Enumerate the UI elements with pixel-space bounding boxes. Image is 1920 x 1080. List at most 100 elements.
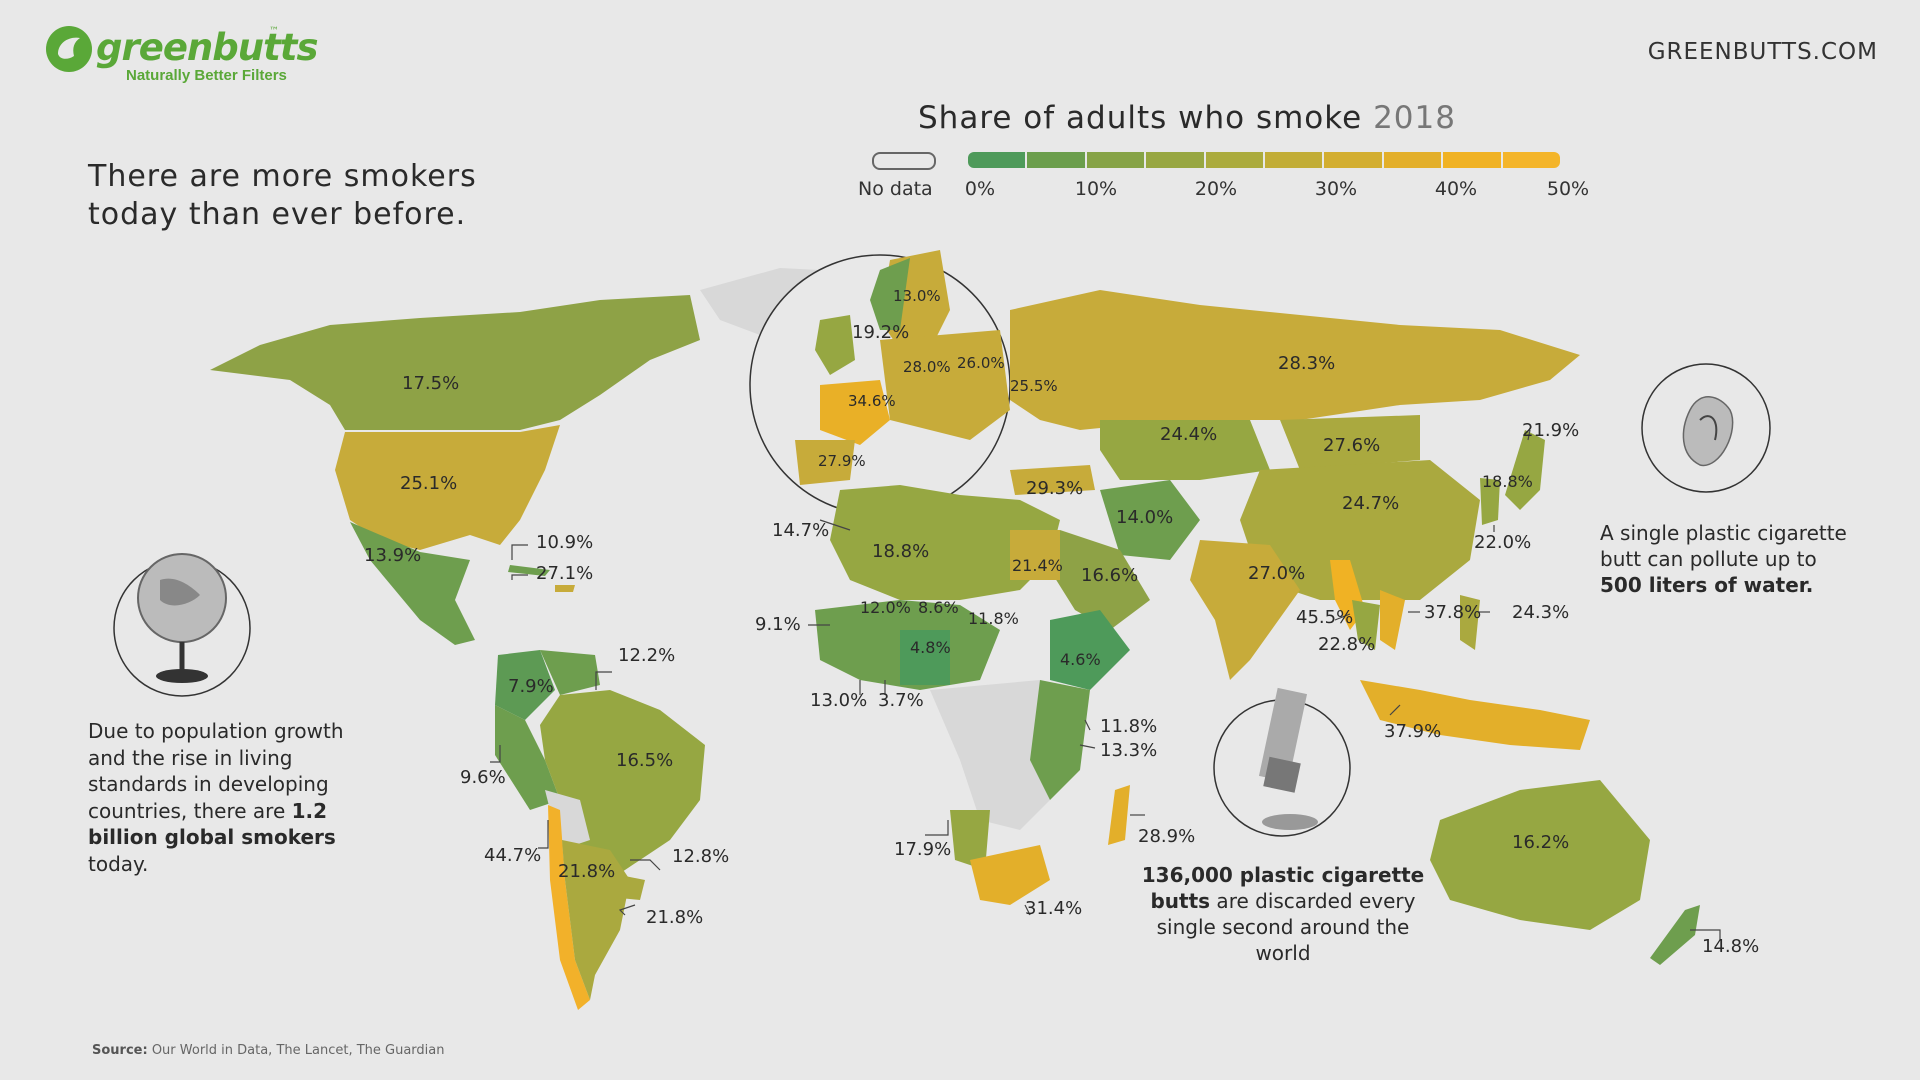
legend-color-step <box>968 152 1028 168</box>
legend-tick: 20% <box>1194 178 1238 200</box>
country-label-mongolia: 27.6% <box>1323 435 1381 456</box>
country-label-poland: 26.0% <box>957 354 1005 372</box>
thailand-shape <box>1352 600 1380 650</box>
water-caption: A single plastic cigarette butt can poll… <box>1600 520 1860 598</box>
country-label-namibia: 17.9% <box>894 839 952 860</box>
globe-caption-bold: 1.2 billion global smokers <box>88 798 336 850</box>
legend-title-text: Share of adults who smoke <box>918 100 1363 136</box>
east-africa-shape <box>1030 680 1090 800</box>
country-label-kenya: 11.8% <box>1100 716 1158 737</box>
country-label-senegal: 9.1% <box>755 614 801 635</box>
country-label-argentina: 21.8% <box>558 861 616 882</box>
country-label-north-korea: 18.8% <box>1482 472 1533 491</box>
new-zealand-shape <box>1650 905 1700 965</box>
turkey-shape <box>1010 465 1095 495</box>
legend-year: 2018 <box>1373 100 1456 136</box>
brand-tagline: Naturally Better Filters <box>126 67 287 84</box>
water-illustration-frame <box>1641 363 1771 493</box>
country-label-mali: 12.0% <box>860 598 911 617</box>
north-africa-shape <box>830 485 1060 600</box>
legend-color-step <box>1086 152 1147 168</box>
legend-color-step <box>1502 152 1560 168</box>
globe-caption: Due to population growth and the rise in… <box>88 718 378 877</box>
cigarette-butt-icon <box>1258 687 1318 830</box>
usa-shape <box>335 425 560 550</box>
country-label-vietnam: 37.8% <box>1424 602 1482 623</box>
mongolia-shape <box>1280 415 1420 470</box>
peru-shape <box>495 705 560 810</box>
colombia-shape <box>495 650 555 720</box>
country-label-dominican-republic: 27.1% <box>536 563 594 584</box>
legend-no-data-label: No data <box>858 178 933 200</box>
legend-tick: 10% <box>1074 178 1118 200</box>
country-label-south-africa: 31.4% <box>1025 898 1083 919</box>
indonesia-shape <box>1360 680 1590 750</box>
country-label-mexico: 13.9% <box>364 545 422 566</box>
philippines-shape <box>1460 595 1480 650</box>
legend-color-step <box>1146 152 1206 168</box>
legend-tick: 0% <box>964 178 996 200</box>
globe-caption-text: Due to population growth and the rise in… <box>88 719 344 823</box>
australia-shape <box>1430 780 1650 930</box>
chile-shape <box>548 805 590 1010</box>
country-label-ukraine: 25.5% <box>1010 377 1058 395</box>
water-caption-bold: 500 liters of water. <box>1600 573 1814 597</box>
namibia-shape <box>950 810 990 870</box>
legend-color-step <box>1443 152 1503 168</box>
spain-shape <box>795 440 855 485</box>
central-europe-shape <box>880 330 1010 440</box>
cuba-shape <box>508 565 550 576</box>
country-label-philippines: 24.3% <box>1512 602 1570 623</box>
country-label-russia: 28.3% <box>1278 353 1336 374</box>
water-caption-text: A single plastic cigarette butt can poll… <box>1600 521 1847 571</box>
country-label-kazakhstan: 24.4% <box>1160 424 1218 445</box>
country-label-peru: 9.6% <box>460 767 506 788</box>
country-label-brazil: 16.5% <box>616 750 674 771</box>
country-label-morocco: 14.7% <box>772 520 830 541</box>
country-label-china: 24.7% <box>1342 493 1400 514</box>
country-label-chile: 44.7% <box>484 845 542 866</box>
norway-shape <box>870 258 910 330</box>
korea-shape <box>1480 478 1500 525</box>
country-label-uruguay: 21.8% <box>646 907 704 928</box>
butts-caption-text: are discarded every single second around… <box>1156 889 1416 965</box>
legend-color-bar <box>968 152 1560 168</box>
country-label-indonesia: 37.9% <box>1384 721 1442 742</box>
legend-tick: 40% <box>1434 178 1478 200</box>
legend-color-step <box>1205 152 1266 168</box>
country-label-germany: 28.0% <box>903 358 951 376</box>
country-label-south-korea: 22.0% <box>1474 532 1532 553</box>
uk-shape <box>815 315 855 375</box>
india-shape <box>1190 540 1300 680</box>
legend-color-step <box>1265 152 1325 168</box>
country-label-spain: 27.9% <box>818 452 866 470</box>
country-label-colombia: 7.9% <box>508 676 554 697</box>
country-label-turkey: 29.3% <box>1026 478 1084 499</box>
country-label-madagascar: 28.9% <box>1138 826 1196 847</box>
country-label-new-zealand: 14.8% <box>1702 936 1760 957</box>
country-label-australia: 16.2% <box>1512 832 1570 853</box>
country-label-ivory-coast: 13.0% <box>810 690 868 711</box>
country-label-saudi-arabia: 16.6% <box>1081 565 1139 586</box>
uruguay-shape <box>620 875 645 900</box>
france-shape <box>820 380 890 445</box>
vietnam-shape <box>1380 590 1405 650</box>
legend-color-step <box>1383 152 1444 168</box>
site-url[interactable]: GREENBUTTS.COM <box>1647 39 1878 65</box>
legend-title: Share of adults who smoke 2018 <box>918 100 1456 136</box>
butts-caption: 136,000 plastic cigarette butts are disc… <box>1138 862 1428 966</box>
greenbutts-logo-icon <box>46 26 92 72</box>
brand-trademark: ™ <box>269 26 279 37</box>
argentina-shape <box>562 840 630 1000</box>
legend-color-step <box>1027 152 1087 168</box>
south-africa-shape <box>970 845 1050 905</box>
headline-line: There are more smokers <box>88 159 477 194</box>
country-label-venezuela: 12.2% <box>618 645 676 666</box>
china-shape <box>1240 460 1480 600</box>
source-label: Source: <box>92 1043 148 1058</box>
iran-shape <box>1100 480 1200 560</box>
globe-icon <box>137 553 227 683</box>
headline-line: today than ever before. <box>88 197 467 232</box>
water-splash-icon <box>1682 396 1734 466</box>
source-note: Source: Our World in Data, The Lancet, T… <box>92 1043 445 1058</box>
